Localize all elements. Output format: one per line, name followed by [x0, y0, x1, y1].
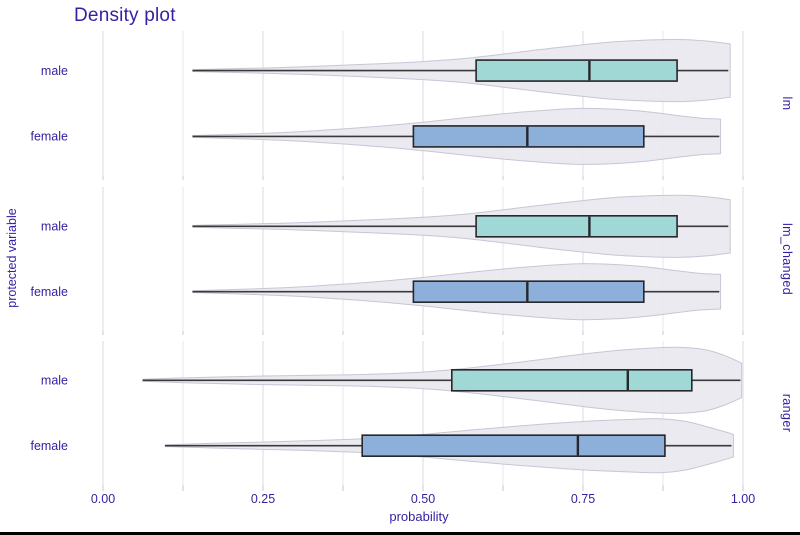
y-tick-label: male — [41, 374, 68, 388]
chart-title: Density plot — [74, 5, 176, 26]
bottom-border — [0, 532, 800, 535]
y-tick-label: female — [30, 285, 68, 299]
facet-label-lm_changed: lm_changed — [780, 223, 794, 295]
box-lm-female — [412, 125, 645, 148]
box-lm_changed-female — [412, 280, 645, 303]
y-axis-title: protected variable — [5, 208, 19, 308]
x-tick-label: 0.00 — [91, 492, 115, 506]
facet-label-lm: lm — [780, 97, 794, 111]
box-lm_changed-male — [475, 215, 678, 238]
box-lm-male — [475, 59, 678, 82]
box-ranger-female — [361, 434, 666, 457]
y-tick-label: male — [41, 64, 68, 78]
x-tick-label: 0.75 — [571, 492, 595, 506]
x-tick-label: 1.00 — [731, 492, 755, 506]
box-ranger-male — [450, 369, 693, 392]
facet-panel-lm: male female lm — [30, 31, 794, 180]
x-axis-title: probability — [389, 509, 449, 524]
facet-label-ranger: ranger — [780, 394, 794, 433]
y-tick-label: female — [30, 439, 68, 453]
y-tick-label: female — [30, 130, 68, 144]
facet-panel-ranger: male female ranger — [30, 341, 794, 491]
facet-panel-lm_changed: male female lm_changed — [30, 187, 794, 335]
x-tick-label: 0.25 — [251, 492, 275, 506]
y-tick-label: male — [41, 220, 68, 234]
x-tick-label: 0.50 — [411, 492, 435, 506]
